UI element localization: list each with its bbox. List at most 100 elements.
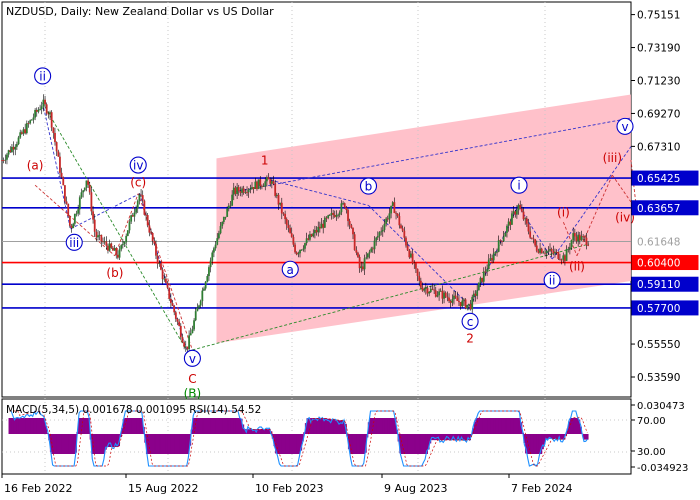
wave-label-2: iv	[129, 156, 147, 174]
candle	[35, 107, 38, 117]
candle	[560, 258, 563, 265]
candle	[443, 290, 445, 304]
candle	[237, 184, 240, 196]
candle	[458, 295, 460, 306]
candle	[100, 234, 103, 248]
candle	[158, 260, 161, 267]
candle	[150, 228, 152, 235]
indicator-tick-label: 0.030473	[637, 401, 685, 412]
candle	[244, 188, 247, 194]
candle	[234, 185, 237, 197]
candle	[236, 183, 239, 200]
candle	[381, 225, 384, 237]
candle	[360, 261, 363, 273]
candle	[506, 224, 508, 238]
candle	[456, 291, 459, 302]
level-badge-3: 0.60400	[631, 255, 699, 271]
candle	[529, 226, 532, 240]
wave-line-iii-iv	[70, 193, 140, 230]
indicator-tick-label: 70.00	[637, 416, 666, 427]
candle	[459, 302, 462, 310]
candle	[441, 285, 444, 304]
wave-text: b	[365, 180, 373, 194]
candle	[121, 238, 124, 249]
wave-text: (i)	[557, 206, 570, 220]
candle	[138, 193, 141, 205]
candle	[304, 242, 306, 253]
candle	[568, 243, 571, 255]
candle	[484, 266, 487, 277]
candle	[415, 262, 417, 273]
candle	[511, 210, 513, 225]
candle	[290, 227, 293, 238]
candle	[453, 290, 455, 305]
candle	[75, 210, 78, 217]
chart-title: NZDUSD, Daily: New Zealand Dollar vs US …	[6, 5, 274, 18]
candle	[408, 248, 411, 259]
candle	[539, 242, 541, 255]
candle	[67, 203, 70, 218]
candle	[163, 273, 166, 282]
wave-label-19: (iv)	[615, 211, 635, 225]
level-badge-text: 0.61648	[637, 237, 680, 249]
candle	[181, 333, 184, 343]
candle	[486, 264, 489, 277]
candle	[143, 199, 146, 216]
candle	[60, 167, 63, 179]
candle	[155, 240, 157, 259]
wave-text: 2	[466, 332, 474, 346]
candle	[267, 173, 270, 180]
candle	[350, 223, 353, 229]
candle	[166, 280, 169, 290]
candle	[242, 185, 245, 195]
candle	[400, 223, 402, 229]
candle	[348, 218, 351, 230]
candle	[554, 248, 556, 258]
candle	[555, 249, 558, 255]
candle	[211, 250, 214, 265]
candle	[358, 254, 361, 273]
candle	[509, 218, 512, 231]
channel-mid-line	[233, 117, 632, 193]
wave-text: v	[189, 352, 196, 366]
candle	[19, 129, 22, 139]
candle	[221, 221, 224, 229]
candle	[22, 127, 25, 136]
candle	[461, 296, 464, 308]
level-badge-text: 0.57700	[637, 303, 680, 315]
candle	[365, 251, 368, 260]
candle	[213, 246, 215, 258]
candle	[327, 214, 330, 220]
candle	[428, 291, 431, 297]
candle	[130, 214, 133, 224]
candle	[464, 298, 467, 310]
candle	[54, 127, 56, 146]
candle	[216, 233, 219, 246]
candle	[338, 210, 341, 218]
candle	[297, 251, 300, 258]
candle	[499, 239, 502, 245]
candle	[168, 287, 171, 301]
wave-circle	[543, 271, 561, 289]
wave-text: (ii)	[569, 259, 585, 273]
candle	[32, 113, 35, 124]
candle	[44, 95, 46, 108]
candle	[314, 225, 316, 239]
candle	[386, 215, 389, 222]
candle	[289, 224, 291, 234]
candle	[217, 230, 220, 240]
candle	[333, 210, 336, 218]
candle	[239, 186, 242, 197]
candle	[135, 205, 138, 215]
price-tick-label: 0.75151	[637, 10, 680, 22]
wave-label-5: (b)	[106, 266, 123, 280]
candle	[380, 227, 383, 236]
candle	[469, 300, 472, 311]
candle	[161, 267, 164, 285]
time-tick-label: 10 Feb 2023	[255, 482, 323, 495]
wave-text: 1	[261, 154, 269, 168]
candle	[423, 287, 426, 293]
wave-label-11: b	[359, 177, 378, 195]
candle	[552, 245, 555, 256]
candle	[188, 330, 190, 354]
